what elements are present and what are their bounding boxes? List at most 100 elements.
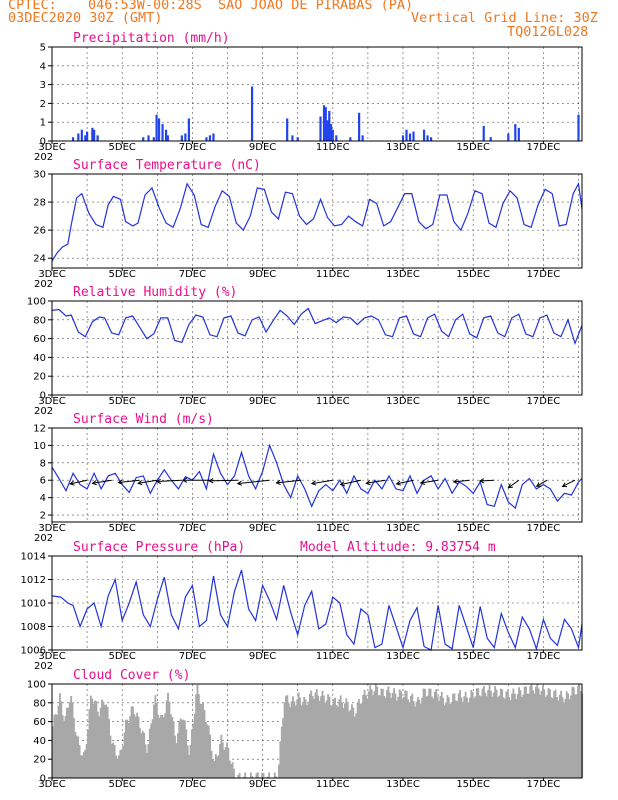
cloud-bar — [466, 697, 468, 778]
cloud-bar — [335, 704, 338, 778]
precip-bar — [296, 137, 299, 141]
cloud-bar — [101, 699, 103, 778]
cloud-bar — [71, 702, 74, 778]
cloud-bar — [518, 687, 520, 778]
cloud-bar — [397, 696, 400, 778]
wind-vector — [340, 479, 361, 486]
precip-bar — [517, 127, 520, 141]
cloud-bar — [226, 742, 228, 778]
cloud-bar — [112, 742, 115, 778]
cloud-ytick-label: 80 — [33, 698, 46, 709]
precip-bar — [161, 124, 164, 141]
cloud-bar — [91, 698, 94, 778]
pres-ytick-label: 1010 — [21, 599, 46, 610]
cloud-bar — [315, 689, 318, 778]
cloud-bar — [304, 699, 307, 778]
precip-xtick-label: 9DEC — [249, 142, 276, 153]
cloud-bar — [474, 696, 477, 778]
cloud-bar — [137, 716, 140, 778]
cloud-bar — [473, 698, 475, 778]
wind-vector-head — [507, 483, 513, 489]
cloud-bar — [189, 745, 192, 778]
cloud-bar — [563, 703, 565, 778]
cloud-bar — [384, 697, 387, 778]
cloud-bar — [300, 705, 303, 778]
cloud-bar — [497, 697, 499, 778]
cloud-bar — [374, 684, 377, 778]
cloud-bar — [388, 692, 391, 778]
wind-vector-head — [419, 479, 426, 485]
rh-ytick-label: 80 — [33, 315, 46, 326]
wind-vector-head — [208, 478, 214, 484]
cloud-bar — [75, 735, 78, 778]
cloud-bar — [561, 697, 564, 778]
cloud-xtick-label: 15DEC — [456, 779, 490, 790]
cloud-ytick-label: 60 — [33, 717, 46, 728]
cloud-bar — [577, 686, 579, 778]
cloud-bar — [223, 749, 226, 778]
cloud-bar — [553, 691, 556, 778]
cloud-bar — [144, 744, 147, 778]
cloud-bar — [216, 756, 219, 778]
cloud-bar — [207, 725, 210, 778]
pres-frame — [51, 555, 583, 651]
cloud-bar — [217, 755, 220, 778]
cloud-bar — [296, 699, 299, 778]
rh-xtick-label: 3DEC — [38, 396, 65, 407]
cloud-bar — [150, 723, 153, 778]
cloud-bar — [377, 695, 380, 778]
cloud-bar — [351, 704, 353, 778]
precip-bar — [482, 125, 485, 141]
wind-ytick-label: 12 — [33, 424, 46, 435]
header-location: 046:53W-00:28S SAO JOAO DE PIRABAS (PA) — [88, 0, 414, 13]
cloud-xtick-label: 3DEC — [38, 779, 65, 790]
cloud-bar — [522, 694, 525, 778]
cloud-bar — [294, 705, 297, 778]
wind-vector-head — [69, 480, 75, 486]
cloud-bar — [125, 719, 127, 778]
cloud-bar — [550, 697, 553, 778]
cloud-bar — [63, 720, 66, 778]
cloud-bar — [433, 691, 436, 778]
precip-bar — [331, 129, 334, 141]
rh-xtick-label: 7DEC — [179, 396, 206, 407]
cloud-bar — [151, 719, 154, 778]
cloud-bar — [70, 695, 73, 778]
precip-bar — [80, 129, 83, 141]
cloud-bar — [139, 727, 141, 778]
pres-title: Surface Pressure (hPa) — [73, 540, 245, 555]
cloud-bar — [508, 697, 511, 778]
cloud-bar — [146, 752, 148, 778]
cloud-bar — [209, 734, 212, 778]
cloud-bar — [282, 718, 285, 778]
wind-xtick-label: 15DEC — [456, 523, 490, 534]
cloud-bar — [567, 693, 570, 778]
temp-panel — [48, 173, 583, 271]
cloud-bar — [279, 741, 282, 778]
cloud-bar — [471, 691, 474, 778]
cloud-bar — [84, 749, 87, 778]
wind-vector-head — [395, 480, 402, 486]
cloud-bar — [556, 697, 558, 778]
cloud-bar — [544, 696, 547, 778]
wind-vector — [311, 479, 333, 485]
cloud-bar — [344, 703, 346, 778]
cloud-bar — [289, 707, 292, 778]
cloud-bar — [498, 695, 501, 778]
cloud-bar — [325, 700, 328, 778]
cloud-bar — [463, 696, 466, 778]
precip-bar — [319, 116, 322, 141]
pres-ytick-label: 1014 — [21, 552, 46, 563]
cloud-bar — [287, 703, 290, 778]
cloud-bar — [87, 729, 89, 778]
temp-xtick-label: 9DEC — [249, 269, 276, 280]
cloud-bar — [89, 695, 92, 778]
precip-ytick-label: 5 — [40, 43, 46, 54]
cloud-bar — [158, 717, 161, 778]
precip-ytick-label: 3 — [40, 80, 46, 91]
wind-vector-head — [137, 480, 143, 486]
cloud-bar — [292, 696, 294, 778]
cloud-bar — [167, 692, 169, 778]
cloud-bar — [414, 706, 417, 778]
cloud-bar — [242, 776, 245, 778]
